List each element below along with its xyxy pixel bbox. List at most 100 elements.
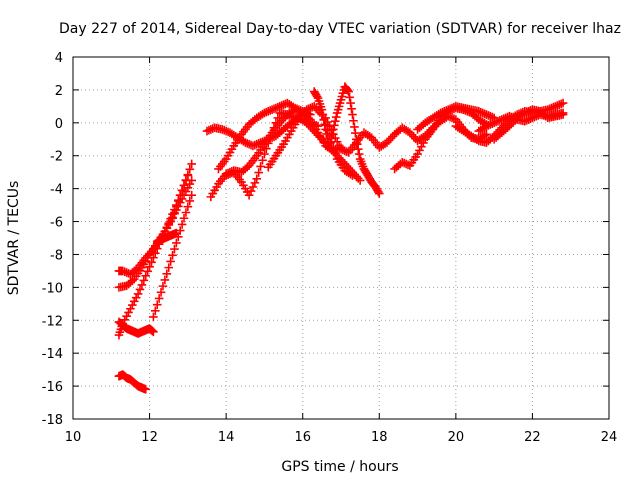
y-tick-label: 0 <box>55 117 63 132</box>
data-point <box>173 196 183 206</box>
data-point <box>325 143 334 152</box>
series-track-19 <box>489 105 568 144</box>
data-point <box>168 250 177 260</box>
data-point <box>141 271 151 281</box>
data-point <box>175 190 185 200</box>
y-tick-label: 2 <box>55 84 63 99</box>
data-point <box>179 181 189 190</box>
x-tick-label: 20 <box>448 430 465 445</box>
y-tick-label: -16 <box>42 380 63 395</box>
data-point <box>183 171 193 180</box>
data-point <box>164 263 174 272</box>
data-point <box>141 385 151 394</box>
data-point <box>137 280 147 290</box>
data-point <box>179 213 189 223</box>
data-point <box>252 174 262 184</box>
y-tick-label: -4 <box>50 183 63 198</box>
data-point <box>162 269 172 279</box>
y-tick-label: -18 <box>42 413 63 428</box>
series-track-12 <box>263 113 365 185</box>
data-point <box>151 306 160 316</box>
data-point <box>185 196 195 206</box>
data-point <box>351 128 360 138</box>
x-axis-title: GPS time / hours <box>281 459 398 475</box>
data-point <box>317 105 327 114</box>
data-point <box>170 208 179 217</box>
data-point <box>273 113 283 123</box>
y-tick-label: -2 <box>50 150 63 165</box>
data-point <box>331 112 341 122</box>
data-point <box>181 176 191 185</box>
data-point <box>374 189 384 198</box>
data-point <box>330 120 339 130</box>
x-tick-label: 16 <box>294 430 311 445</box>
data-point <box>166 257 175 266</box>
data-points <box>114 82 568 394</box>
data-point <box>262 144 271 154</box>
data-point <box>558 110 568 119</box>
data-point <box>260 149 269 159</box>
data-point <box>172 202 181 212</box>
data-point <box>321 125 330 134</box>
series-track-13 <box>309 82 384 198</box>
data-point <box>172 238 181 248</box>
data-point <box>344 87 353 96</box>
data-point <box>354 149 364 159</box>
y-tick-label: -14 <box>42 347 63 362</box>
y-tick-label: 4 <box>55 51 63 66</box>
data-point <box>337 92 347 101</box>
data-point <box>313 121 323 131</box>
data-point <box>333 105 343 114</box>
data-point <box>145 262 154 272</box>
x-tick-label: 18 <box>371 430 388 445</box>
data-point <box>187 159 196 169</box>
y-tick-label: -8 <box>50 248 63 263</box>
data-point <box>168 213 177 223</box>
x-tick-label: 24 <box>601 430 618 445</box>
series-track-6 <box>149 190 196 322</box>
data-point <box>269 123 279 133</box>
data-point <box>345 93 354 102</box>
data-point <box>148 326 157 336</box>
data-point <box>334 102 344 111</box>
data-point <box>149 327 158 337</box>
chart-title: Day 227 of 2014, Sidereal Day-to-day VTE… <box>59 21 621 37</box>
x-tick-labels: 10 12 14 16 18 20 22 24 <box>65 430 618 445</box>
x-tick-label: 14 <box>218 430 235 445</box>
data-point <box>181 208 191 217</box>
x-tick-label: 12 <box>141 430 158 445</box>
series-track-11 <box>214 98 315 174</box>
series-track-1 <box>114 370 151 394</box>
data-point <box>348 110 357 119</box>
data-point <box>263 139 273 148</box>
data-point <box>326 138 335 148</box>
data-point <box>147 257 156 267</box>
data-point <box>177 220 187 229</box>
data-point <box>160 275 170 285</box>
data-point <box>187 190 196 200</box>
x-tick-label: 22 <box>524 430 541 445</box>
y-tick-label: -12 <box>42 314 63 329</box>
y-axis-title: SDTVAR / TECUs <box>6 181 22 296</box>
data-point <box>346 98 355 108</box>
data-point <box>135 285 145 294</box>
y-tick-label: -10 <box>42 281 63 296</box>
data-point <box>139 276 149 285</box>
data-point <box>353 144 363 154</box>
data-point <box>482 130 491 139</box>
data-point <box>156 288 166 297</box>
data-point <box>271 118 281 128</box>
data-point <box>185 165 195 174</box>
y-tick-labels: -18 -16 -14 -12 -10 -8 -6 -4 -2 0 2 4 <box>42 51 63 428</box>
series-track-7 <box>152 228 181 246</box>
data-point <box>256 162 265 171</box>
data-point <box>267 128 277 137</box>
data-point <box>170 244 179 254</box>
data-point <box>254 168 263 177</box>
data-point <box>183 202 193 212</box>
data-point <box>335 98 345 108</box>
data-point <box>343 86 352 95</box>
data-point <box>338 88 348 98</box>
data-point <box>332 108 342 118</box>
